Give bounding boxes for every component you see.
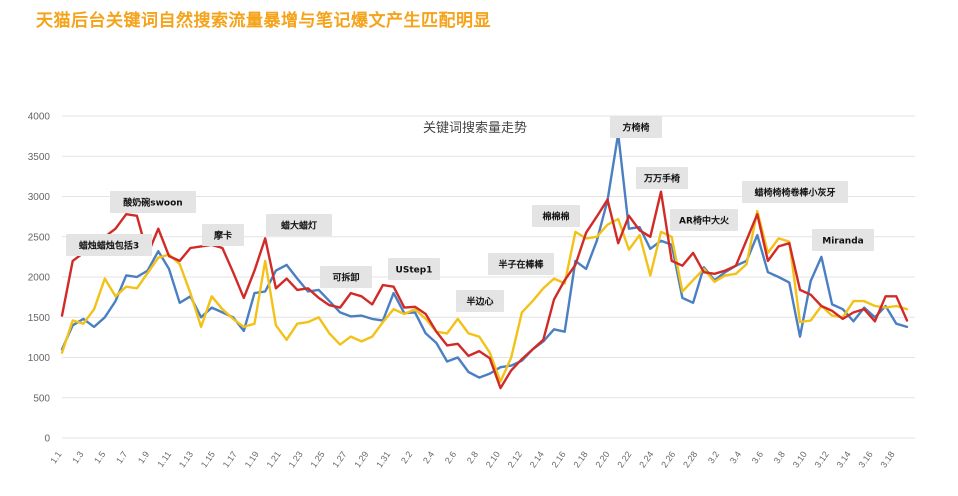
annotation-box: [388, 258, 440, 280]
x-tick-label: 3.6: [750, 449, 765, 465]
x-tick-label: 1.29: [352, 449, 370, 469]
annotation-label: 棉棉棉: [542, 211, 569, 223]
x-axis: 1.1 1.3 1.5 1.7 1.9 1.11 1.13 1.15 1.17 1.19 1.21 1…: [48, 449, 896, 469]
x-tick-label: 1.17: [221, 449, 239, 469]
x-tick-label: 3.4: [728, 449, 743, 465]
x-tick-label: 3.18: [878, 449, 896, 469]
y-tick-label: 2500: [28, 232, 51, 243]
annotation-label: 方椅椅: [622, 122, 649, 134]
x-tick-label: 2.4: [421, 449, 436, 465]
annotation-box: [456, 290, 504, 312]
chart-title: 关键词搜索量走势: [423, 120, 527, 136]
annotation-label: 蜡烛蜡烛包括3: [79, 240, 139, 252]
x-tick-label: 2.12: [506, 449, 524, 469]
series-lines: [60, 132, 909, 390]
x-tick-label: 2.10: [484, 449, 502, 469]
y-tick-label: 1500: [28, 313, 51, 324]
annotation-box: [670, 209, 738, 231]
annotation-label: 蜡椅椅椅卷棒小灰牙: [754, 187, 835, 199]
annotation-box: [320, 266, 372, 288]
x-tick-label: 1.5: [92, 449, 107, 465]
x-tick-label: 1.13: [177, 449, 195, 469]
annotation-box: [742, 181, 848, 203]
x-tick-label: 1.25: [308, 449, 326, 469]
x-tick-label: 2.26: [659, 449, 677, 469]
y-tick-label: 3000: [28, 192, 51, 203]
x-tick-label: 3.14: [835, 449, 853, 469]
page-title: 天猫后台关键词自然搜索流量暴增与笔记爆文产生匹配明显: [36, 11, 491, 31]
series-blue-line: [60, 132, 909, 379]
x-tick-label: 2.14: [528, 449, 546, 469]
x-tick-label: 2.8: [465, 449, 480, 465]
x-tick-label: 2.20: [593, 449, 611, 469]
x-tick-label: 1.15: [199, 449, 217, 469]
annotation-box: [66, 234, 152, 256]
x-tick-label: 3.16: [856, 449, 874, 469]
annotation-label: 摩卡: [214, 230, 232, 242]
x-tick-label: 2.24: [637, 449, 655, 469]
x-tick-label: 1.21: [265, 449, 283, 469]
x-tick-label: 3.10: [791, 449, 809, 469]
annotation-box: [610, 116, 662, 138]
y-tick-label: 500: [33, 393, 50, 404]
annotation-label: 半子在棒棒: [498, 259, 544, 271]
annotation-box: [532, 205, 580, 227]
annotation-label: 酸奶碗swoon: [123, 197, 182, 209]
x-tick-label: 1.27: [330, 449, 348, 469]
x-tick-label: 1.7: [114, 449, 129, 465]
x-tick-label: 2.18: [571, 449, 589, 469]
x-tick-label: 3.2: [706, 449, 721, 465]
x-tick-label: 2.2: [399, 449, 414, 465]
x-tick-label: 2.16: [550, 449, 568, 469]
series-red-line: [60, 190, 909, 390]
y-tick-label: 1000: [28, 353, 51, 364]
annotation-label: 可拆卸: [332, 272, 359, 284]
annotation-box: [488, 253, 554, 275]
x-tick-label: 1.11: [155, 449, 173, 469]
x-tick-label: 1.31: [374, 449, 392, 469]
y-tick-label: 3500: [28, 152, 51, 163]
x-tick-label: 1.1: [48, 449, 63, 465]
y-axis: 0 500 1000 1500 2000 2500 3000 3500 4000: [28, 112, 51, 445]
x-tick-label: 2.22: [615, 449, 633, 469]
annotation-box: [202, 224, 244, 246]
x-tick-label: 1.3: [70, 449, 85, 465]
y-tick-label: 4000: [28, 112, 51, 123]
x-tick-label: 3.8: [772, 449, 787, 465]
x-tick-label: 1.19: [243, 449, 261, 469]
y-tick-label: 0: [44, 434, 50, 445]
series-yellow-line: [60, 209, 909, 383]
annotation-label: Miranda: [822, 237, 863, 247]
grid-lines: [62, 115, 915, 439]
annotation-label: UStep1: [396, 266, 433, 276]
annotation-box: [266, 214, 332, 236]
x-tick-label: 3.12: [813, 449, 831, 469]
annotation-box: [812, 229, 874, 251]
annotation-label: 万万手椅: [643, 173, 680, 185]
annotation-box: [636, 167, 688, 189]
x-tick-label: 1.9: [136, 449, 151, 465]
annotation-label: 蜡大蜡灯: [281, 220, 317, 232]
annotation-label: 半边心: [466, 296, 493, 308]
x-tick-label: 2.6: [443, 449, 458, 465]
annotation-box: [110, 191, 196, 213]
x-tick-label: 2.28: [681, 449, 699, 469]
y-tick-label: 2000: [28, 273, 51, 284]
annotation-label: AR椅中大火: [679, 215, 730, 227]
x-tick-label: 1.23: [287, 449, 305, 469]
